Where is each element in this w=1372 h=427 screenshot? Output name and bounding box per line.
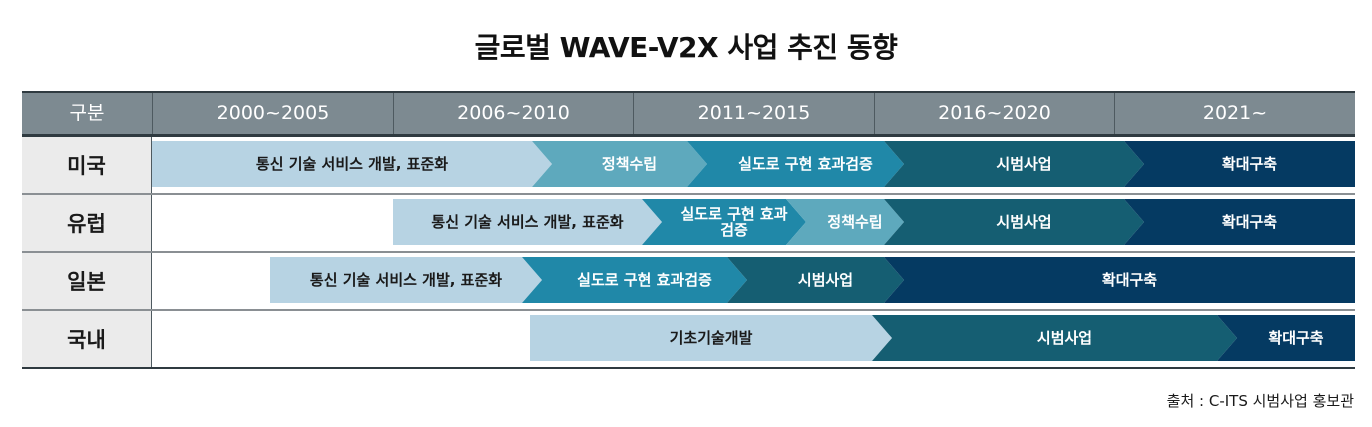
phase-segment: 실도로 구현 효과검증 bbox=[522, 257, 747, 303]
header-period-3: 2011~2015 bbox=[633, 93, 874, 134]
phase-label: 통신 기술 서비스 개발, 표준화 bbox=[309, 271, 503, 289]
row-usa: 미국 통신 기술 서비스 개발, 표준화 정책수립 실도로 구현 효과검증 시범… bbox=[22, 137, 1355, 195]
phase-label: 기초기술개발 bbox=[669, 329, 753, 347]
timeline-track: 통신 기술 서비스 개발, 표준화 실도로 구현 효과 검증 정책수립 시범사업… bbox=[152, 199, 1355, 245]
row-europe: 유럽 통신 기술 서비스 개발, 표준화 실도로 구현 효과 검증 정책수립 시… bbox=[22, 195, 1355, 253]
header-category: 구분 bbox=[69, 102, 105, 124]
header-period-1: 2000~2005 bbox=[152, 93, 393, 134]
phase-segment: 확대구축 bbox=[1124, 141, 1355, 187]
phase-label: 시범사업 bbox=[797, 271, 854, 289]
header-row: 구분 2000~2005 2006~2010 2011~2015 2016~20… bbox=[22, 91, 1355, 137]
row-label: 유럽 bbox=[22, 195, 152, 251]
row-label: 미국 bbox=[22, 137, 152, 193]
phase-label: 실도로 구현 효과 검증 bbox=[680, 205, 788, 239]
header-period-5: 2021~ bbox=[1114, 93, 1355, 134]
phase-segment: 통신 기술 서비스 개발, 표준화 bbox=[270, 257, 542, 303]
phase-label: 실도로 구현 효과검증 bbox=[738, 155, 873, 173]
phase-segment: 확대구축 bbox=[1124, 199, 1355, 245]
phase-segment: 확대구축 bbox=[1217, 315, 1355, 361]
phase-label: 확대구축 bbox=[1221, 155, 1278, 173]
phase-segment: 기초기술개발 bbox=[530, 315, 892, 361]
timeline-track: 통신 기술 서비스 개발, 표준화 실도로 구현 효과검증 시범사업 확대구축 bbox=[152, 257, 1355, 303]
phase-label: 통신 기술 서비스 개발, 표준화 bbox=[255, 155, 449, 173]
chart-title: 글로벌 WAVE-V2X 사업 추진 동향 bbox=[474, 31, 898, 64]
roadmap-table: 구분 2000~2005 2006~2010 2011~2015 2016~20… bbox=[22, 91, 1355, 370]
row-japan: 일본 통신 기술 서비스 개발, 표준화 실도로 구현 효과검증 시범사업 확대… bbox=[22, 253, 1355, 311]
header-period-4: 2016~2020 bbox=[874, 93, 1114, 134]
timeline-track: 통신 기술 서비스 개발, 표준화 정책수립 실도로 구현 효과검증 시범사업 … bbox=[152, 141, 1355, 187]
phase-label: 정책수립 bbox=[601, 155, 658, 173]
row-label: 국내 bbox=[22, 311, 152, 367]
phase-label: 실도로 구현 효과검증 bbox=[577, 271, 712, 289]
source-note: 출처 : C-ITS 시범사업 홍보관 bbox=[1166, 392, 1354, 410]
phase-label: 확대구축 bbox=[1268, 329, 1324, 347]
phase-segment: 확대구축 bbox=[884, 257, 1355, 303]
phase-label: 시범사업 bbox=[996, 213, 1052, 231]
phase-segment: 시범사업 bbox=[884, 141, 1144, 187]
phase-segment: 정책수립 bbox=[532, 141, 707, 187]
phase-segment: 시범사업 bbox=[727, 257, 904, 303]
phase-label: 통신 기술 서비스 개발, 표준화 bbox=[431, 213, 624, 231]
row-label: 일본 bbox=[22, 253, 152, 309]
phase-label: 정책수립 bbox=[827, 213, 883, 231]
phase-segment: 실도로 구현 효과검증 bbox=[687, 141, 904, 187]
phase-segment: 시범사업 bbox=[884, 199, 1144, 245]
phase-segment: 시범사업 bbox=[872, 315, 1237, 361]
phase-label: 확대구축 bbox=[1221, 213, 1278, 231]
phase-label: 시범사업 bbox=[1036, 329, 1093, 347]
header-period-2: 2006~2010 bbox=[393, 93, 633, 134]
timeline-track: 기초기술개발 시범사업 확대구축 bbox=[152, 315, 1355, 361]
phase-label: 시범사업 bbox=[996, 155, 1052, 173]
phase-segment: 통신 기술 서비스 개발, 표준화 bbox=[393, 199, 662, 245]
phase-segment: 통신 기술 서비스 개발, 표준화 bbox=[152, 141, 552, 187]
phase-segment: 실도로 구현 효과 검증 bbox=[642, 199, 806, 245]
row-korea: 국내 기초기술개발 시범사업 확대구축 bbox=[22, 311, 1355, 369]
phase-label: 확대구축 bbox=[1101, 271, 1158, 289]
